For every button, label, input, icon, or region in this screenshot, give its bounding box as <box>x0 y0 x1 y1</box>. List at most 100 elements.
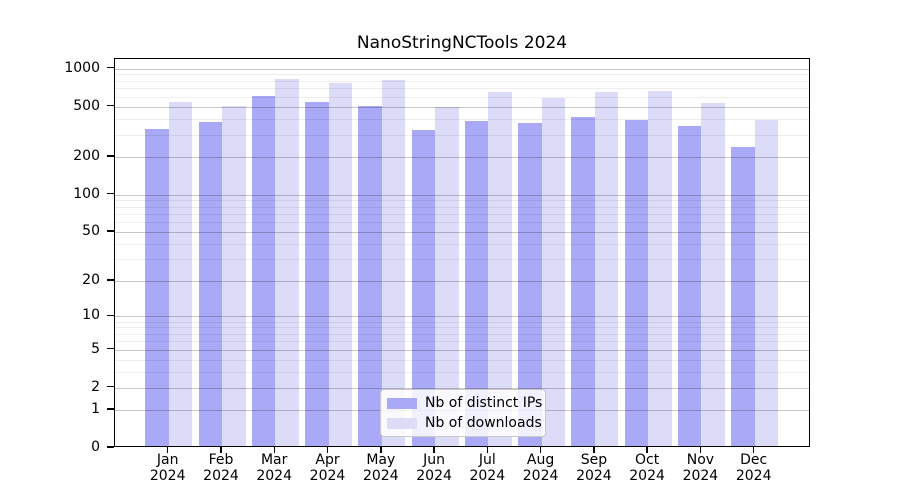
x-tick-label-apr: Apr 2024 <box>309 452 346 484</box>
bar-distinct-ips-jun <box>411 129 436 446</box>
bar-distinct-ips-nov <box>677 126 702 446</box>
bar-distinct-ips-oct <box>624 120 649 446</box>
bar-downloads-mar <box>275 79 299 446</box>
y-tick-label-2: 2 <box>91 378 100 395</box>
gridline-minor <box>115 96 809 98</box>
bar-downloads-aug <box>541 98 566 446</box>
y-tick-mark-50 <box>107 230 114 232</box>
gridline-minor <box>115 80 809 82</box>
bar-distinct-ips-feb <box>198 121 222 446</box>
y-tick-mark-1 <box>107 408 114 410</box>
y-tick-label-1000: 1000 <box>64 59 100 76</box>
bar-distinct-ips-may <box>358 105 382 446</box>
y-tick-mark-100 <box>107 192 114 195</box>
legend-swatch-downloads <box>387 417 417 429</box>
legend-label-downloads: Nb of downloads <box>425 414 542 431</box>
bar-downloads-feb <box>222 106 246 446</box>
legend-item-distinct-ips: Nb of distinct IPs <box>387 395 545 412</box>
bar-distinct-ips-apr <box>305 101 329 446</box>
legend-swatch-distinct-ips <box>387 397 417 409</box>
legend: Nb of distinct IPs Nb of downloads <box>380 389 546 437</box>
gridline-minor <box>115 206 809 208</box>
gridline-minor <box>115 259 809 261</box>
gridline-minor <box>115 371 809 373</box>
x-tick-mark-jan <box>166 447 169 453</box>
y-tick-label-0: 0 <box>91 439 100 455</box>
x-tick-mark-mar <box>273 447 275 453</box>
x-tick-label-feb: Feb 2024 <box>203 452 239 484</box>
y-tick-mark-10 <box>107 314 114 316</box>
y-tick-mark-20 <box>107 279 114 281</box>
gridline-minor <box>115 327 809 329</box>
gridline-minor <box>115 222 809 224</box>
bar-distinct-ips-jul <box>464 121 489 446</box>
x-tick-mark-may <box>380 447 382 453</box>
bar-downloads-may <box>381 79 406 446</box>
x-tick-label-jan: Jan 2024 <box>149 452 186 484</box>
gridline-minor <box>115 74 809 76</box>
y-tick-mark-200 <box>107 155 114 157</box>
x-tick-label-oct: Oct 2024 <box>629 452 665 484</box>
x-tick-mark-nov <box>699 447 702 453</box>
bar-distinct-ips-jan <box>145 128 169 446</box>
legend-item-downloads: Nb of downloads <box>387 415 545 432</box>
gridline-minor <box>115 134 809 136</box>
bar-downloads-apr <box>328 83 352 446</box>
bar-downloads-jan <box>168 102 193 446</box>
x-tick-label-dec: Dec 2024 <box>735 452 772 484</box>
x-tick-mark-sep <box>593 447 595 453</box>
y-tick-mark-500 <box>107 104 114 107</box>
legend-label-distinct-ips: Nb of distinct IPs <box>425 394 543 411</box>
x-tick-mark-aug <box>539 447 542 453</box>
bar-distinct-ips-aug <box>518 123 542 446</box>
y-tick-label-500: 500 <box>73 97 100 114</box>
bar-distinct-ips-mar <box>251 95 276 446</box>
gridline-2 <box>115 387 809 389</box>
y-tick-label-20: 20 <box>82 271 100 288</box>
y-tick-label-50: 50 <box>82 223 100 239</box>
x-tick-label-jul: Jul 2024 <box>469 452 506 484</box>
x-tick-mark-feb <box>220 447 222 453</box>
gridline-20 <box>115 280 809 282</box>
bar-downloads-oct <box>648 90 672 446</box>
bar-downloads-jun <box>435 107 459 446</box>
gridline-500 <box>115 106 809 108</box>
gridline-minor <box>115 359 809 361</box>
gridline-minor <box>115 118 809 120</box>
y-tick-mark-2 <box>107 385 114 388</box>
gridline-5 <box>115 349 809 351</box>
gridline-minor <box>115 333 809 335</box>
y-tick-mark-5 <box>107 347 114 350</box>
gridline-1000 <box>115 68 809 70</box>
bar-downloads-sep <box>594 92 619 446</box>
chart-title: NanoStringNCTools 2024 <box>356 33 568 53</box>
y-tick-label-200: 200 <box>73 147 100 164</box>
gridline-minor <box>115 341 809 343</box>
y-tick-label-1: 1 <box>91 400 100 417</box>
y-tick-mark-1000 <box>107 66 114 69</box>
x-tick-label-aug: Aug 2024 <box>522 452 559 484</box>
y-tick-label-100: 100 <box>73 185 100 202</box>
bar-downloads-jul <box>488 91 512 446</box>
bar-distinct-ips-dec <box>731 147 755 446</box>
gridline-minor <box>115 244 809 245</box>
gridline-100 <box>115 194 809 196</box>
bar-downloads-dec <box>754 120 779 446</box>
gridline-minor <box>115 321 809 323</box>
x-tick-mark-jul <box>486 447 489 453</box>
x-tick-mark-dec <box>752 447 755 453</box>
gridline-minor <box>115 88 809 90</box>
bar-distinct-ips-sep <box>571 117 595 446</box>
x-tick-mark-jun <box>433 447 435 453</box>
x-tick-label-mar: Mar 2024 <box>256 452 292 484</box>
y-tick-label-10: 10 <box>82 307 100 324</box>
gridline-minor <box>115 213 809 215</box>
gridline-10 <box>115 316 809 318</box>
y-tick-mark-0 <box>107 446 114 448</box>
y-tick-label-5: 5 <box>91 340 100 357</box>
bar-downloads-nov <box>701 103 725 446</box>
gridline-50 <box>115 232 809 233</box>
gridline-200 <box>115 156 809 158</box>
plot-area <box>114 58 810 447</box>
